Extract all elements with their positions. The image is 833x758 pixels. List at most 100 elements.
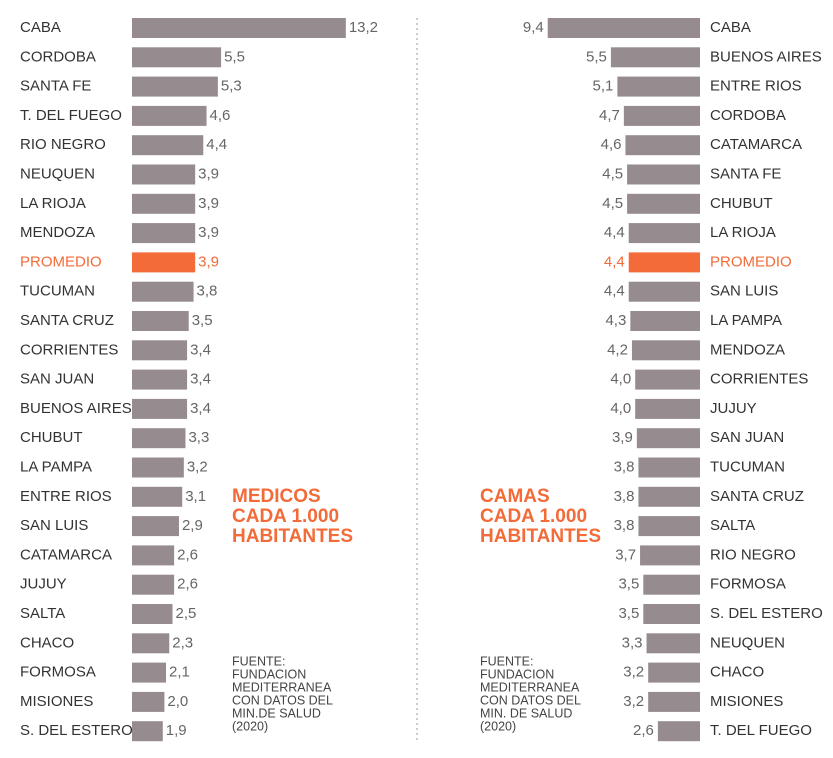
bar — [132, 193, 196, 214]
category-label: TUCUMAN — [20, 283, 95, 300]
bar — [640, 545, 700, 566]
category-label: CORDOBA — [710, 107, 786, 124]
category-label: CABA — [710, 19, 751, 36]
category-label: RIO NEGRO — [710, 546, 796, 563]
value-label: 3,8 — [614, 488, 635, 505]
category-label: CORDOBA — [20, 48, 96, 65]
bar — [132, 135, 204, 156]
bar — [132, 662, 167, 683]
bar — [628, 252, 700, 273]
bar — [630, 311, 700, 331]
source-note: FUENTE: — [480, 654, 533, 668]
bar — [132, 369, 188, 390]
bar — [627, 193, 700, 214]
value-label: 4,4 — [604, 253, 625, 270]
source-note: CON DATOS DEL — [480, 693, 581, 707]
chart-title: MEDICOS — [232, 486, 321, 507]
value-label: 4,5 — [602, 195, 623, 212]
value-label: 3,5 — [618, 576, 639, 593]
source-note: MEDITERRANEA — [480, 680, 580, 694]
value-label: 3,9 — [198, 165, 219, 182]
value-label: 3,1 — [185, 488, 206, 505]
bar — [648, 662, 700, 683]
category-label: CHACO — [710, 664, 764, 681]
bar — [132, 574, 175, 595]
source-note: CON DATOS DEL — [232, 693, 333, 707]
bar — [638, 457, 700, 478]
category-label: MISIONES — [20, 693, 93, 710]
category-label: PROMEDIO — [710, 253, 792, 270]
category-label: SAN LUIS — [20, 517, 88, 534]
value-label: 3,3 — [188, 429, 209, 446]
category-label: T. DEL FUEGO — [20, 107, 122, 124]
category-label: RIO NEGRO — [20, 136, 106, 153]
value-label: 4,0 — [610, 400, 631, 417]
value-label: 3,9 — [198, 195, 219, 212]
category-label: LA RIOJA — [20, 195, 86, 212]
bar — [643, 574, 700, 595]
chart-title: CADA 1.000 — [480, 506, 587, 527]
value-label: 2,1 — [169, 664, 190, 681]
value-label: 1,9 — [166, 722, 187, 739]
bar — [132, 76, 218, 97]
category-label: BUENOS AIRES — [20, 400, 132, 417]
value-label: 4,6 — [210, 107, 231, 124]
value-label: 3,5 — [192, 312, 213, 329]
bar — [132, 105, 207, 126]
value-label: 2,6 — [177, 546, 198, 563]
category-label: FORMOSA — [20, 664, 96, 681]
bar — [636, 428, 700, 449]
chart-title: HABITANTES — [232, 526, 353, 547]
category-label: MENDOZA — [20, 224, 95, 241]
bar — [132, 223, 196, 244]
value-label: 5,5 — [224, 48, 245, 65]
bar — [132, 457, 184, 478]
value-label: 2,0 — [167, 693, 188, 710]
category-label: JUJUY — [710, 400, 757, 417]
value-label: 4,2 — [607, 341, 628, 358]
category-label: LA PAMPA — [710, 312, 782, 329]
bar — [628, 223, 700, 244]
value-label: 2,9 — [182, 517, 203, 534]
bar — [132, 18, 346, 38]
bar — [643, 604, 700, 624]
value-label: 2,5 — [176, 605, 197, 622]
value-label: 4,4 — [604, 283, 625, 300]
value-label: 4,4 — [206, 136, 227, 153]
value-label: 4,7 — [599, 107, 620, 124]
value-label: 3,9 — [612, 429, 633, 446]
category-label: CORRIENTES — [20, 341, 118, 358]
category-label: ENTRE RIOS — [710, 78, 802, 95]
bar — [132, 281, 194, 302]
bar — [638, 486, 700, 507]
bar — [132, 311, 189, 331]
category-label: CATAMARCA — [20, 546, 112, 563]
bar — [132, 340, 188, 361]
bar — [132, 486, 183, 507]
value-label: 4,5 — [602, 165, 623, 182]
value-label: 13,2 — [349, 19, 378, 36]
category-label: CHACO — [20, 634, 74, 651]
bar — [623, 105, 700, 126]
bar — [132, 516, 179, 537]
category-label: T. DEL FUEGO — [710, 722, 812, 739]
category-label: LA PAMPA — [20, 458, 92, 475]
bar — [132, 398, 188, 419]
value-label: 3,2 — [623, 693, 644, 710]
value-label: 3,4 — [190, 371, 211, 388]
value-label: 2,6 — [177, 576, 198, 593]
category-label: SANTA FE — [20, 78, 91, 95]
bar — [132, 633, 170, 654]
value-label: 3,2 — [187, 458, 208, 475]
value-label: 3,7 — [615, 546, 636, 563]
source-note: FUNDACION — [480, 667, 554, 681]
bar — [132, 604, 173, 624]
value-label: 3,4 — [190, 400, 211, 417]
value-label: 9,4 — [523, 19, 544, 36]
category-label: SALTA — [20, 605, 65, 622]
category-label: SAN LUIS — [710, 283, 778, 300]
value-label: 5,1 — [593, 78, 614, 95]
bar — [638, 516, 700, 537]
category-label: SANTA CRUZ — [710, 488, 804, 505]
category-label: SAN JUAN — [710, 429, 784, 446]
